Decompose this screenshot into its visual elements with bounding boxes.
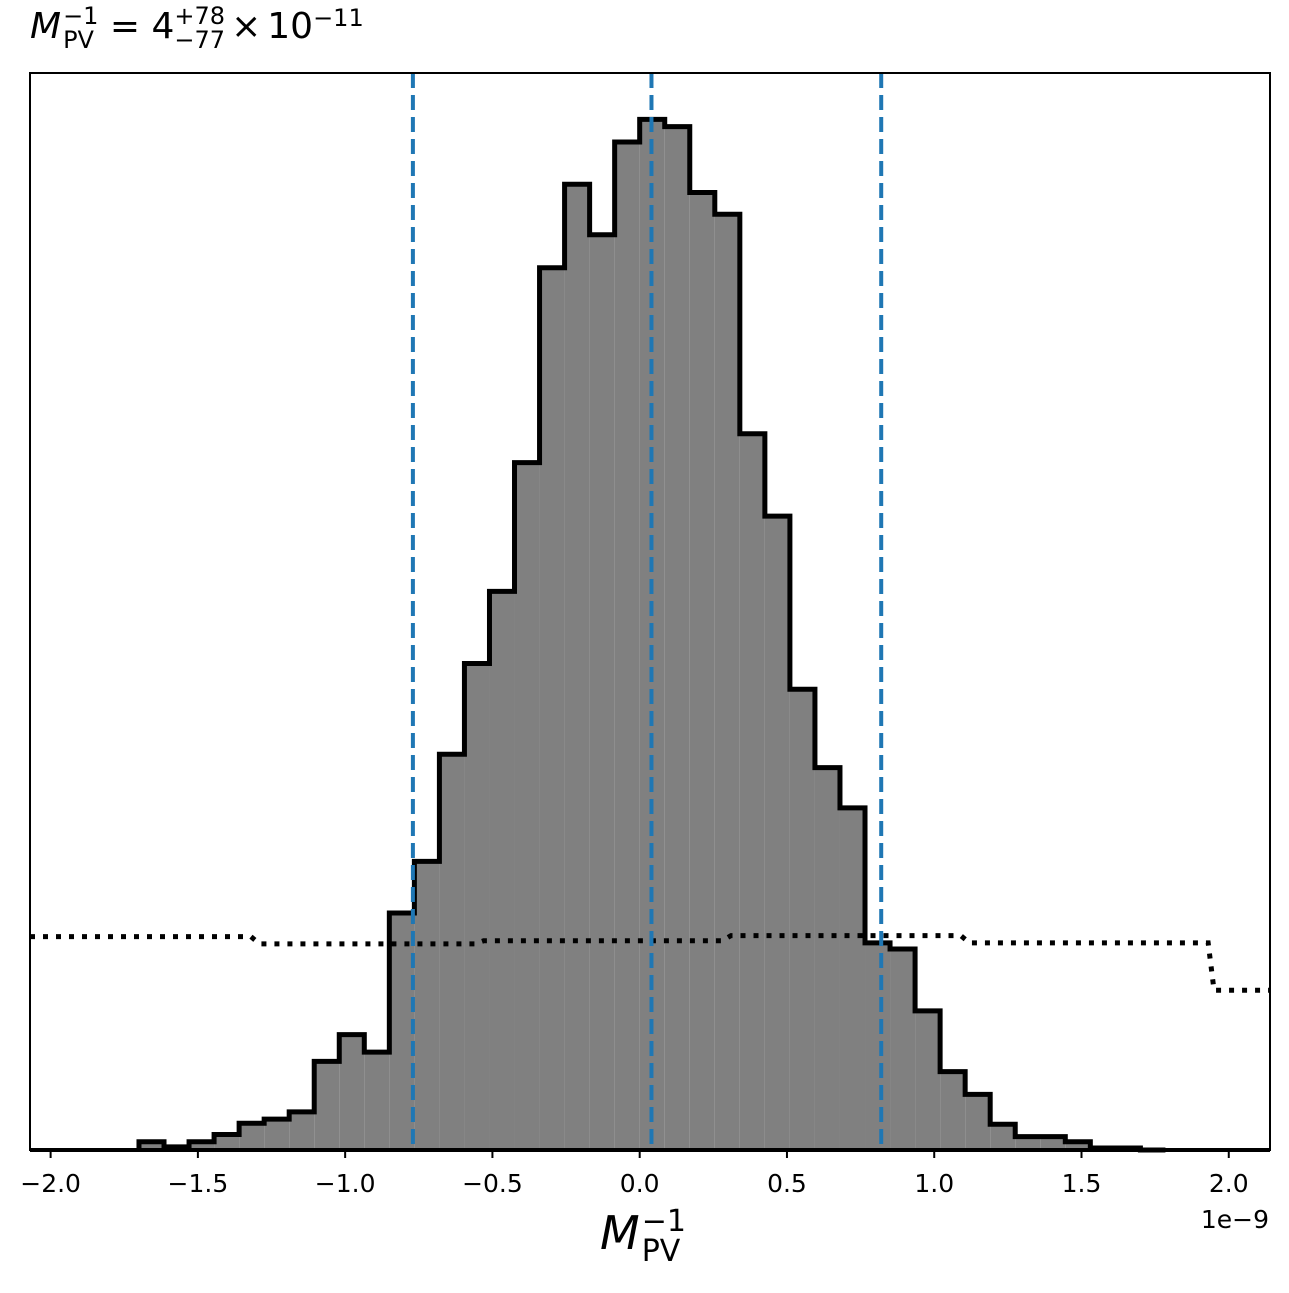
histogram-bar [689, 192, 715, 1151]
histogram-bar [464, 663, 490, 1150]
histogram-bar [789, 689, 815, 1150]
histogram-bar [439, 754, 465, 1150]
x-tick-label: 1.5 [1062, 1169, 1102, 1198]
histogram-bar [339, 1034, 365, 1150]
histogram-bar [314, 1061, 340, 1150]
title-subscript: PV [63, 26, 94, 54]
histogram-bar [138, 1141, 165, 1150]
axes-frame [29, 72, 1271, 1151]
histogram-bar [990, 1124, 1016, 1150]
histogram-bar [239, 1123, 265, 1150]
histogram-bar [764, 516, 790, 1150]
x-axis-label: M −1 PV [600, 1206, 686, 1267]
x-tick-label: −2.0 [20, 1169, 81, 1198]
histogram-bar [214, 1134, 240, 1150]
histogram-bar [589, 234, 615, 1150]
histogram-bar [814, 767, 840, 1150]
histogram-bar [189, 1141, 215, 1150]
histogram-bar [839, 807, 866, 1150]
title-symbol: M [30, 6, 62, 47]
histogram-bar [940, 1071, 966, 1150]
histogram-bar [614, 142, 640, 1150]
histogram-bar [514, 462, 540, 1150]
title-equals: = [98, 6, 152, 47]
x-axis-offset-text: 1e−9 [1200, 1205, 1269, 1234]
x-tick-label: −0.5 [462, 1169, 523, 1198]
xlabel-symbol: M [600, 1206, 640, 1260]
histogram-bar [739, 433, 765, 1150]
histogram-bar [264, 1119, 290, 1150]
x-tick-label: 0.5 [767, 1169, 807, 1198]
histogram-bar [489, 591, 515, 1150]
quantile-layer [410, 73, 884, 1150]
histogram-bar [389, 912, 415, 1150]
x-tick-label: −1.5 [168, 1169, 229, 1198]
title-err-plus: +78 [174, 2, 226, 30]
histogram-bar [414, 861, 440, 1150]
histogram-bar [1040, 1136, 1066, 1150]
xlabel-superscript: −1 [641, 1203, 686, 1239]
title-base: 10 [267, 6, 314, 47]
chart-title: M −1 PV = 4 +78 −77 × 10−11 [30, 4, 364, 52]
x-tick-label: 1.0 [914, 1169, 954, 1198]
histogram-outline [136, 116, 1166, 1153]
histogram-bar [714, 214, 740, 1151]
x-tick-label: 0.0 [620, 1169, 660, 1198]
title-central: 4 [151, 6, 175, 47]
histogram-bar [890, 949, 916, 1150]
histogram-bar [364, 1052, 390, 1150]
histogram-layer [30, 116, 1270, 1153]
x-tick-label: −1.0 [315, 1169, 376, 1198]
histogram-bar [539, 267, 565, 1150]
histogram-bar [289, 1111, 315, 1150]
x-tick-label: 2.0 [1209, 1169, 1249, 1198]
histogram-bar [1015, 1136, 1041, 1150]
histogram-bar [915, 1010, 941, 1150]
title-exponent: −11 [313, 4, 364, 32]
histogram-bar [1065, 1141, 1091, 1150]
title-superscript: −1 [63, 2, 99, 30]
title-times: × [231, 6, 262, 47]
x-tick-layer: −2.0 −1.5 −1.0 −0.5 0.0 0.5 1.0 1.5 2.0 [20, 1150, 1249, 1198]
histogram-bar [965, 1094, 991, 1150]
title-err-minus: −77 [174, 26, 226, 54]
xlabel-subscript: PV [641, 1233, 681, 1269]
histogram-bar [664, 126, 690, 1150]
histogram-bar [564, 184, 590, 1150]
histogram-bar [865, 942, 891, 1150]
